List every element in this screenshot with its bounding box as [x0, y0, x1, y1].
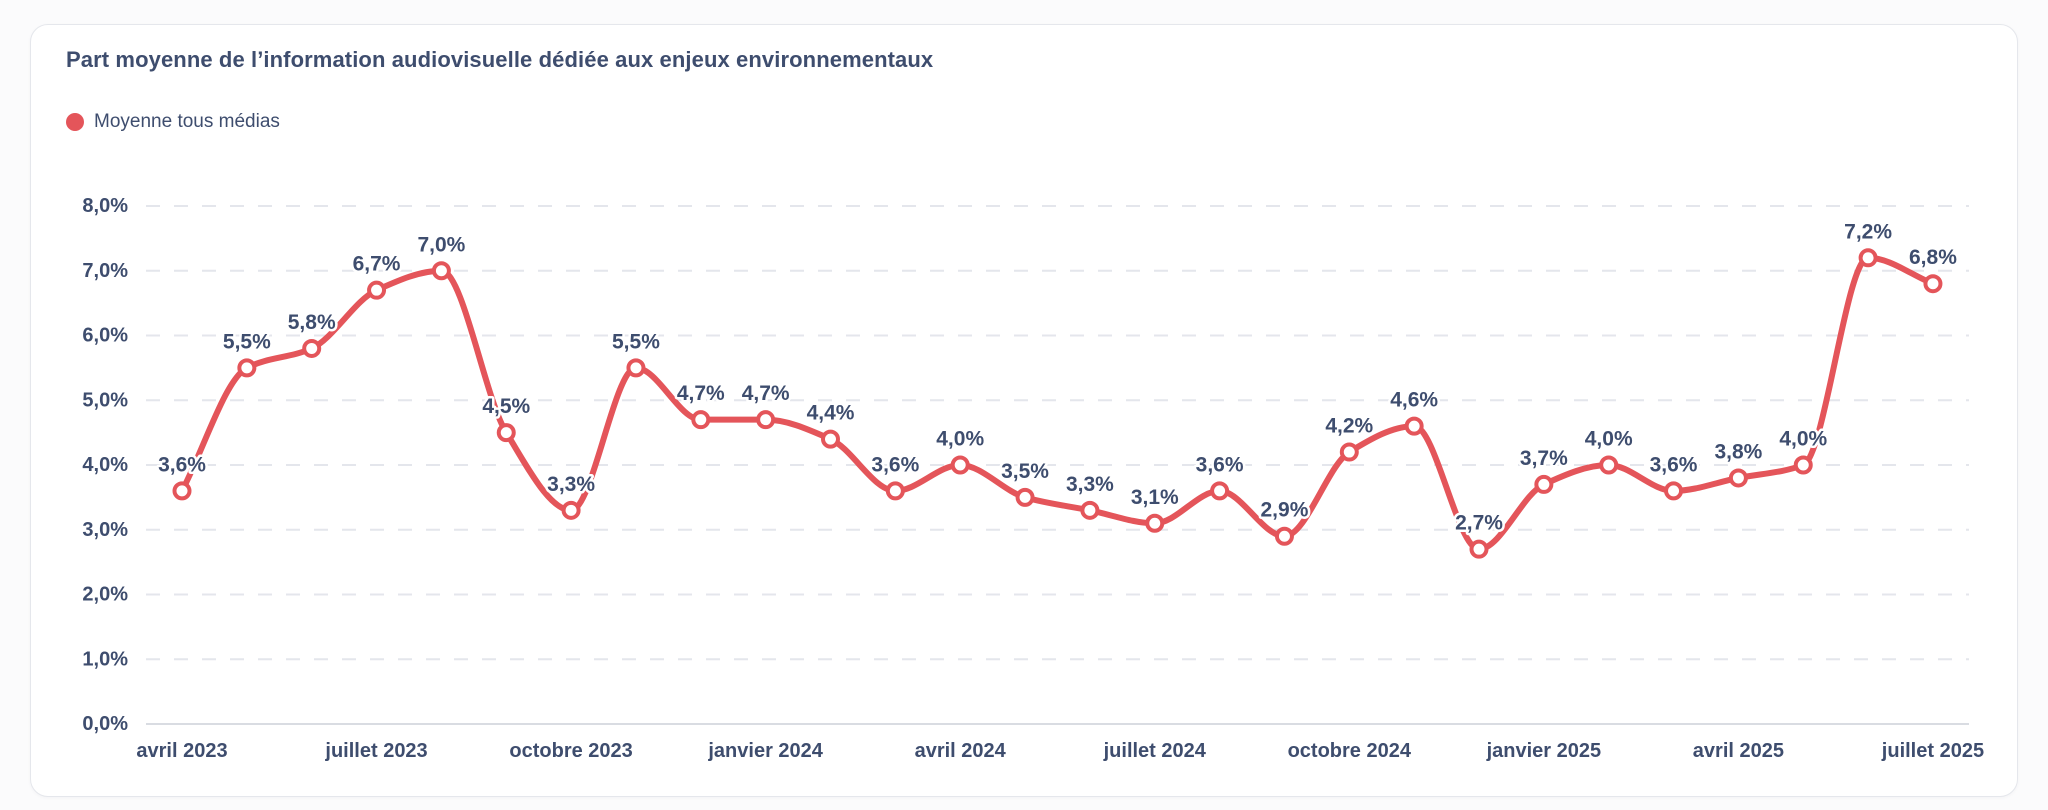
y-axis-tick-label: 4,0%: [82, 454, 128, 476]
data-point-value-label: 4,0%: [936, 428, 984, 451]
data-point-value-label: 3,6%: [158, 453, 206, 476]
x-axis-tick-label: janvier 2024: [707, 740, 823, 762]
chart-card: Part moyenne de l’information audiovisue…: [30, 24, 2018, 797]
y-axis-tick-label: 0,0%: [82, 713, 128, 735]
data-point-marker[interactable]: [821, 429, 840, 449]
data-point-value-label: 3,6%: [1196, 453, 1244, 476]
data-point-value-label: 5,5%: [612, 330, 660, 353]
data-point-value-label: 3,1%: [1131, 486, 1179, 509]
data-point-marker[interactable]: [172, 481, 192, 501]
data-point-value-label: 4,2%: [1325, 415, 1373, 438]
data-point-value-label: 6,8%: [1909, 246, 1957, 269]
data-point-marker[interactable]: [1339, 442, 1359, 462]
data-point-value-label: 4,7%: [677, 382, 725, 405]
data-point-marker[interactable]: [1015, 487, 1035, 507]
legend-item-label: Moyenne tous médias: [94, 111, 280, 132]
data-point-marker[interactable]: [1404, 416, 1424, 436]
y-axis-tick-label: 1,0%: [82, 648, 128, 670]
data-point-value-label: 4,6%: [1390, 389, 1438, 412]
data-point-marker[interactable]: [1534, 474, 1554, 494]
data-point-value-label: 4,0%: [1779, 428, 1827, 451]
data-point-value-label: 3,7%: [1520, 447, 1568, 470]
x-axis-tick-label: janvier 2025: [1486, 740, 1602, 762]
data-point-value-label: 2,7%: [1455, 512, 1503, 535]
data-point-marker[interactable]: [1858, 248, 1878, 268]
x-axis-tick-label: juillet 2024: [1103, 740, 1207, 762]
data-point-marker[interactable]: [237, 358, 257, 378]
data-point-value-label: 5,5%: [223, 330, 271, 353]
data-point-marker[interactable]: [756, 410, 776, 430]
data-point-value-label: 4,0%: [1585, 428, 1633, 451]
data-point-marker[interactable]: [1923, 274, 1943, 294]
x-axis-tick-label: octobre 2023: [509, 740, 632, 762]
data-point-value-label: 5,8%: [288, 311, 336, 334]
data-point-marker[interactable]: [1469, 539, 1489, 559]
data-point-marker[interactable]: [561, 500, 581, 520]
data-point-value-label: 4,4%: [807, 402, 855, 425]
x-axis-tick-label: avril 2023: [136, 740, 227, 762]
data-point-value-label: 3,8%: [1714, 440, 1762, 463]
chart-title: Part moyenne de l’information audiovisue…: [66, 47, 934, 72]
data-point-marker[interactable]: [885, 481, 905, 501]
x-axis-tick-label: octobre 2024: [1288, 740, 1412, 762]
data-point-marker[interactable]: [1274, 526, 1294, 546]
data-point-value-label: 4,5%: [482, 395, 530, 418]
data-point-value-label: 7,0%: [417, 233, 465, 256]
legend-circle-icon: [66, 113, 84, 131]
series-line-moyenne-tous-medias: [179, 254, 1936, 553]
data-point-value-label: 2,9%: [1261, 499, 1309, 522]
data-point-marker[interactable]: [1080, 500, 1100, 520]
legend[interactable]: Moyenne tous médias: [66, 111, 280, 133]
data-point-value-label: 3,3%: [1066, 473, 1114, 496]
data-point-marker[interactable]: [626, 358, 646, 378]
data-point-value-label: 3,6%: [871, 453, 919, 476]
line-chart-canvas: 0,0% 1,0% 2,0% 3,0% 4,0% 5,0% 6,0% 7,0% 8,0% avri…: [82, 195, 1984, 762]
data-point-value-label: 7,2%: [1844, 220, 1892, 243]
data-point-marker[interactable]: [367, 280, 387, 300]
data-point-marker[interactable]: [1599, 455, 1619, 475]
data-point-value-label: 4,7%: [742, 382, 790, 405]
y-axis-tick-label: 6,0%: [82, 325, 128, 347]
data-point-marker[interactable]: [431, 261, 451, 281]
y-axis-tick-label: 5,0%: [82, 389, 128, 411]
y-axis-tick-label: 7,0%: [82, 260, 128, 282]
data-point-marker[interactable]: [950, 455, 970, 475]
data-point-value-label: 3,5%: [1001, 460, 1049, 483]
data-point-marker[interactable]: [1793, 455, 1813, 475]
data-point-marker[interactable]: [1728, 468, 1748, 488]
x-axis-tick-label: avril 2025: [1693, 740, 1784, 762]
data-point-marker[interactable]: [496, 423, 516, 443]
x-axis-tick-label: avril 2024: [915, 740, 1007, 762]
y-axis-tick-label: 2,0%: [82, 584, 128, 606]
x-axis-tick-label: juillet 2023: [324, 740, 427, 762]
data-point-marker[interactable]: [1664, 481, 1684, 501]
data-point-marker[interactable]: [1210, 481, 1230, 501]
data-point-marker[interactable]: [1145, 513, 1165, 533]
data-point-value-label: 3,3%: [547, 473, 595, 496]
y-axis-tick-label: 8,0%: [82, 195, 128, 217]
data-point-value-label: 3,6%: [1650, 453, 1698, 476]
y-axis-tick-label: 3,0%: [82, 519, 128, 541]
data-point-marker[interactable]: [302, 338, 322, 358]
data-point-value-label: 6,7%: [353, 253, 401, 276]
data-point-marker[interactable]: [691, 410, 711, 430]
x-axis-tick-label: juillet 2025: [1881, 740, 1984, 762]
